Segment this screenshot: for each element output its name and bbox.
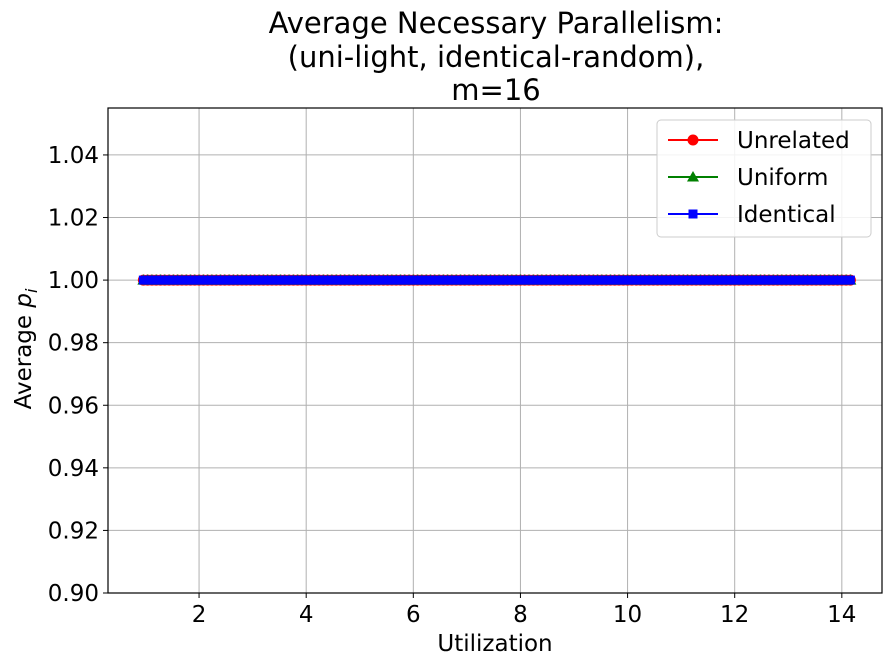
y-tick-label: 1.04 — [48, 143, 99, 169]
chart-title-line-2: (uni-light, identical-random), — [288, 40, 705, 74]
y-tick-label: 1.02 — [48, 206, 99, 232]
x-tick-label: 2 — [192, 602, 207, 628]
x-tick-label: 4 — [299, 602, 314, 628]
x-tick-label: 6 — [406, 602, 421, 628]
x-tick-label: 14 — [827, 602, 856, 628]
y-tick-label: 1.00 — [48, 268, 99, 294]
chart-title-line-3: m=16 — [451, 73, 540, 107]
x-tick-label: 10 — [613, 602, 642, 628]
legend-item-identical: Identical — [668, 202, 836, 228]
series-identical — [138, 275, 855, 285]
plot-frame — [107, 107, 883, 594]
y-tick-label: 0.94 — [48, 456, 99, 482]
legend-marker — [688, 209, 698, 219]
chart-title-line-1: Average Necessary Parallelism: — [269, 6, 724, 40]
y-axis-ticks: 0.90 0.92 0.94 0.96 0.98 1.00 1.02 1.04 — [48, 143, 108, 607]
x-tick-label: 8 — [513, 602, 528, 628]
legend-label: Uniform — [737, 165, 828, 191]
y-axis-label-subscript: i — [22, 288, 41, 293]
y-axis-label: Average pi — [11, 288, 41, 409]
legend-box — [656, 119, 872, 238]
legend-item-unrelated: Unrelated — [668, 128, 850, 154]
y-tick-label: 0.92 — [48, 518, 99, 544]
x-tick-label: 12 — [720, 602, 749, 628]
data-point — [845, 275, 855, 285]
legend-marker — [687, 134, 699, 146]
legend-label: Identical — [737, 202, 836, 228]
y-axis-label-text: Average — [11, 308, 37, 410]
x-axis-label: Utilization — [437, 631, 552, 657]
legend: Unrelated Uniform Identical — [656, 119, 872, 238]
y-tick-label: 0.96 — [48, 393, 99, 419]
series-layer — [137, 274, 857, 286]
legend-label: Unrelated — [737, 128, 850, 154]
y-tick-label: 0.90 — [48, 581, 99, 607]
legend-marker — [687, 171, 699, 182]
legend-item-uniform: Uniform — [668, 165, 828, 191]
chart-title: Average Necessary Parallelism: (uni-ligh… — [269, 6, 724, 107]
y-axis-label-variable: p — [11, 293, 37, 309]
y-tick-label: 0.98 — [48, 331, 99, 357]
x-axis-ticks: 2 4 6 8 10 12 14 — [192, 593, 856, 628]
